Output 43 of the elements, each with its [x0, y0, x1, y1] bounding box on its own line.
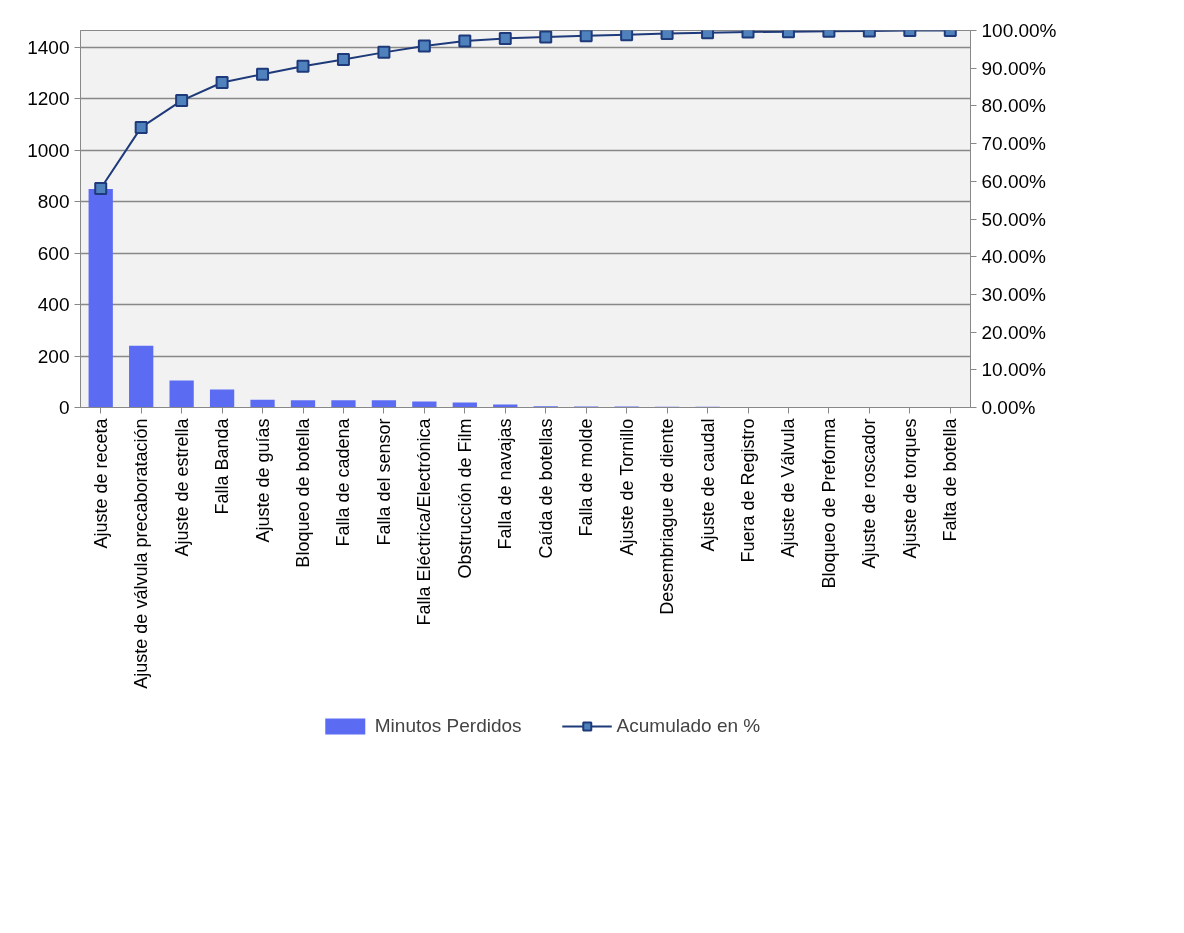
x-tick-label: Falla de molde [576, 418, 597, 537]
x-tick-label: Falla de navajas [495, 418, 516, 550]
y-tick-label: 1000 [27, 139, 70, 161]
x-tick-label: Ajuste de Válvula [778, 417, 799, 558]
y-tick-label: 400 [37, 294, 70, 316]
x-tick-label: Caída de botellas [535, 418, 556, 559]
x-tick-label: Ajuste de receta [90, 417, 111, 549]
y2-tick-label: 0.00% [981, 397, 1036, 418]
y-tick-label: 1400 [27, 36, 70, 58]
y2-tick-label: 50.00% [981, 208, 1047, 230]
y-tick-label: 1200 [27, 88, 70, 110]
y2-tick-label: 60.00% [981, 170, 1047, 192]
x-tick-label: Bloqueo de botella [293, 417, 313, 568]
y-tick-label: 600 [37, 242, 70, 264]
x-tick-label: Bloqueo de Preforma [818, 417, 839, 589]
y2-tick-label: 70.00% [981, 133, 1047, 155]
x-tick-label: Ajuste de roscador [859, 418, 880, 569]
x-tick-label: Desembriague de diente [657, 418, 678, 615]
y2-tick-label: 30.00% [981, 283, 1047, 305]
legend-label: Acumulado en % [616, 715, 761, 737]
y2-tick-label: 100.00% [981, 20, 1057, 41]
x-tick-label: Ajuste de estrella [171, 417, 192, 557]
legend-label: Minutos Perdidos [374, 715, 522, 737]
y-tick-label: 0 [58, 397, 70, 418]
y-tick-label: 200 [37, 345, 70, 367]
x-tick-label: Falla Eléctrica/Electrónica [414, 417, 435, 626]
y2-tick-label: 90.00% [981, 57, 1047, 79]
y2-tick-label: 10.00% [981, 359, 1047, 381]
x-tick-label: Ajuste de torques [899, 418, 920, 559]
x-tick-label: Ajuste de válvula precaboratación [131, 418, 152, 689]
y2-tick-label: 40.00% [981, 246, 1047, 268]
x-tick-label: Ajuste de Tornillo [616, 418, 637, 556]
x-tick-label: Ajuste de caudal [697, 418, 718, 552]
y2-tick-label: 20.00% [981, 321, 1047, 343]
y2-tick-label: 80.00% [981, 95, 1047, 117]
x-tick-label: Falta de botella [940, 417, 961, 542]
x-tick-label: Obstrucción de Film [454, 418, 475, 579]
x-tick-label: Ajuste de guías [252, 418, 273, 543]
x-tick-label: Falla de cadena [333, 417, 354, 547]
y-tick-label: 800 [37, 191, 70, 213]
x-tick-label: Falla del sensor [373, 418, 394, 546]
x-tick-label: Fuera de Registro [738, 418, 758, 563]
x-tick-label: Falla Banda [212, 417, 233, 515]
